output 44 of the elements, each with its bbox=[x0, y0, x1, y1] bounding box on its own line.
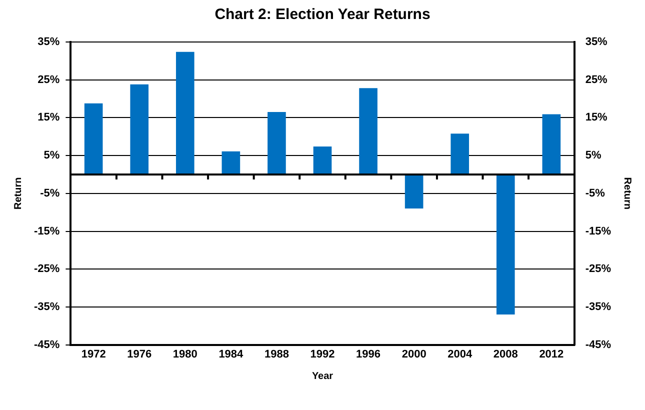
y2-tick-label: 25% bbox=[585, 74, 608, 86]
bar bbox=[84, 103, 103, 174]
x-tick-label: 1976 bbox=[127, 348, 152, 360]
x-tick-label: 1980 bbox=[172, 348, 198, 360]
x-tick-label: 2000 bbox=[402, 348, 426, 360]
y-tick-label: 5% bbox=[44, 150, 60, 162]
y-tick-label: -15% bbox=[34, 225, 60, 238]
x-tick-label: 2008 bbox=[493, 348, 518, 360]
bar bbox=[313, 146, 332, 174]
y2-tick-label: -35% bbox=[585, 300, 612, 313]
y2-tick-label: 35% bbox=[585, 36, 608, 48]
x-tick-label: 1984 bbox=[218, 348, 244, 360]
x-tick-label: 1988 bbox=[264, 348, 289, 360]
x-tick-label: 1996 bbox=[356, 348, 381, 360]
bar bbox=[130, 84, 149, 174]
y-tick-label: -25% bbox=[34, 263, 60, 276]
bar bbox=[268, 112, 286, 174]
y-tick-label: -45% bbox=[34, 338, 60, 351]
y2-tick-label: 5% bbox=[585, 150, 602, 162]
bar bbox=[542, 114, 561, 174]
y-axis-title: Return bbox=[12, 177, 24, 210]
bar bbox=[404, 174, 424, 209]
x-tick-label: 2012 bbox=[539, 348, 564, 360]
bar bbox=[176, 52, 194, 174]
y2-tick-label: 15% bbox=[585, 112, 608, 124]
y2-tick-label: -25% bbox=[585, 263, 612, 276]
y2-axis-title: Return bbox=[621, 177, 632, 210]
y-tick-label: 15% bbox=[38, 112, 60, 124]
x-tick-label: 1972 bbox=[81, 348, 106, 360]
bar bbox=[359, 88, 378, 174]
y2-tick-label: -5% bbox=[585, 187, 606, 200]
x-axis-title: Year bbox=[312, 370, 334, 382]
x-tick-label: 2004 bbox=[448, 348, 473, 360]
y-tick-label: 35% bbox=[38, 36, 60, 48]
bar bbox=[222, 151, 240, 174]
bar bbox=[496, 174, 515, 315]
y-tick-label: -5% bbox=[40, 187, 60, 200]
chart-title: Chart 2: Election Year Returns bbox=[214, 6, 430, 24]
y2-tick-label: -15% bbox=[585, 225, 612, 238]
y-tick-label: 25% bbox=[38, 74, 60, 86]
x-tick-label: 1992 bbox=[310, 348, 335, 360]
y-tick-label: -35% bbox=[34, 300, 60, 313]
bar bbox=[450, 134, 470, 174]
y2-tick-label: -45% bbox=[585, 338, 612, 351]
